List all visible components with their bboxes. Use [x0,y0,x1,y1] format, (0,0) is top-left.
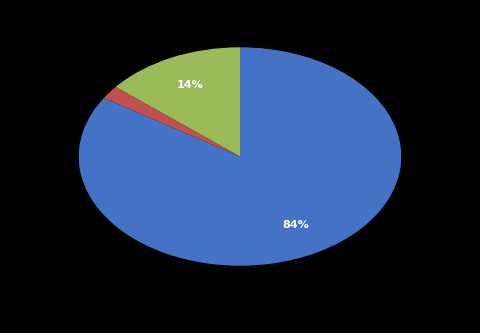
Wedge shape [104,87,240,157]
Text: 84%: 84% [283,220,309,230]
Wedge shape [116,47,240,157]
Wedge shape [79,47,401,266]
Text: 14%: 14% [177,80,204,90]
